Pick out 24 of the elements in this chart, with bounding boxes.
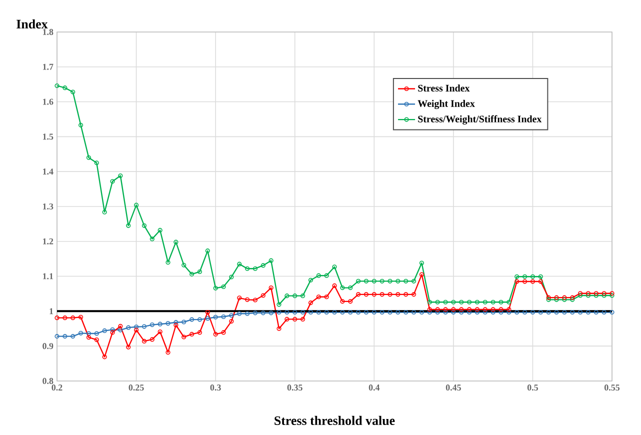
x-tick-label: 0.35 xyxy=(287,384,302,391)
y-tick-label: 1.5 xyxy=(43,134,54,140)
x-tick-label: 0.3 xyxy=(210,384,221,391)
x-tick-label: 0.2 xyxy=(52,384,62,391)
legend-label: Stress Index xyxy=(418,84,470,92)
y-tick-label: 1.2 xyxy=(43,238,54,244)
x-tick-label: 0.45 xyxy=(446,384,461,391)
y-tick-label: 1.3 xyxy=(43,203,54,210)
y-tick-label: 1.1 xyxy=(43,273,54,280)
y-tick-label: 1.8 xyxy=(43,28,54,36)
y-tick-label: 1.4 xyxy=(43,168,54,175)
y-axis-title: Index xyxy=(16,19,48,28)
legend-label: Weight Index xyxy=(418,100,475,110)
legend-label: Stress/Weight/Stiffness Index xyxy=(418,115,542,125)
x-tick-label: 0.5 xyxy=(527,384,538,391)
x-axis-title: Stress threshold value xyxy=(274,416,395,426)
x-tick-label: 0.55 xyxy=(604,384,620,391)
y-tick-label: 1 xyxy=(50,308,54,314)
y-tick-label: 0.9 xyxy=(42,343,54,350)
y-tick-label: 1.6 xyxy=(43,98,54,105)
x-tick-label: 0.25 xyxy=(128,384,144,391)
y-tick-label: 1.7 xyxy=(43,64,54,70)
x-tick-label: 0.4 xyxy=(368,384,380,391)
y-tick-label: 0.8 xyxy=(42,378,54,384)
